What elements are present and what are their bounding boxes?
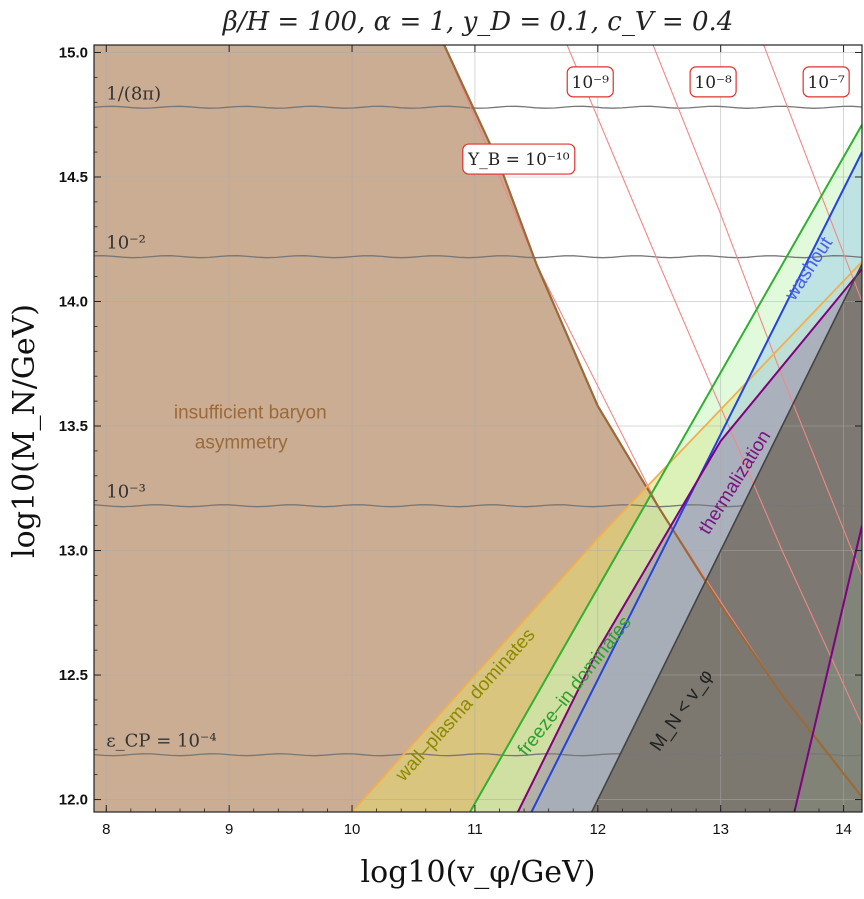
eps-cp-line <box>94 753 862 757</box>
y-tick-label: 12.5 <box>59 667 88 684</box>
chart-title: β/H = 100, α = 1, y_D = 0.1, c_V = 0.4 <box>222 7 734 37</box>
plot-area: 1/(8π) 10⁻² 10⁻³ ε_CP = 10⁻⁴ Y_B = 10⁻¹⁰ 10⁻⁹… <box>94 45 862 812</box>
eps-cp-label: 10⁻² <box>106 233 146 254</box>
yb-contour-line <box>566 45 862 726</box>
region-label: insufficient baryon <box>174 403 327 424</box>
x-tick-label: 11 <box>467 821 483 838</box>
x-tick-label: 8 <box>102 821 110 838</box>
plot-frame <box>93 44 863 813</box>
axes: 8 9 10 11 12 13 14 12.0 12.5 13.0 13.5 14.0 14.5 15.0 <box>59 44 863 838</box>
yb-contour-line <box>652 45 862 576</box>
yb-contour-label: 10⁻⁸ <box>694 73 732 93</box>
eps-cp-label: 1/(8π) <box>106 83 161 104</box>
x-axis-label: log10(v_φ/GeV) <box>361 855 596 890</box>
eps-cp-line <box>94 105 862 109</box>
eps-cp-label: ε_CP = 10⁻⁴ <box>106 731 216 752</box>
y-tick-label: 14.5 <box>59 169 88 186</box>
eps-cp-line <box>94 504 862 508</box>
y-tick-label: 14.0 <box>59 293 88 310</box>
x-tick-label: 12 <box>589 821 606 838</box>
boundary-thermalization-top <box>517 268 862 812</box>
y-tick-label: 13.5 <box>59 418 88 435</box>
yb-label-box <box>566 66 614 98</box>
y-tick-label: 12.0 <box>59 792 88 809</box>
x-tick-label: 13 <box>712 821 729 838</box>
boundary-insufficient-baryon <box>443 45 862 798</box>
yb-label-box <box>802 66 850 98</box>
yb-label-box <box>689 66 737 98</box>
y-tick-label: 13.0 <box>59 543 88 560</box>
y-tick-label: 15.0 <box>59 44 88 61</box>
yb-label-box <box>462 143 576 175</box>
region-label: asymmetry <box>195 432 288 453</box>
boundary-wall-plasma <box>351 261 862 812</box>
yb-contour-label: 10⁻⁹ <box>572 73 610 93</box>
x-tick-label: 14 <box>835 821 852 838</box>
boundary-freeze-in <box>469 124 862 812</box>
eps-cp-label: 10⁻³ <box>106 482 146 503</box>
yb-contour-label: Y_B = 10⁻¹⁰ <box>467 150 570 170</box>
y-axis-label: log10(M_N/GeV) <box>7 304 42 558</box>
x-tick-label: 10 <box>344 821 361 838</box>
boundary-thermalization-bottom <box>793 525 862 812</box>
yb-contour-line <box>763 45 862 302</box>
boundary-mn-lt-vphi <box>590 263 862 812</box>
eps-cp-line <box>94 255 862 259</box>
x-tick-label: 9 <box>225 821 233 838</box>
yb-contour-label: 10⁻⁷ <box>807 73 845 93</box>
